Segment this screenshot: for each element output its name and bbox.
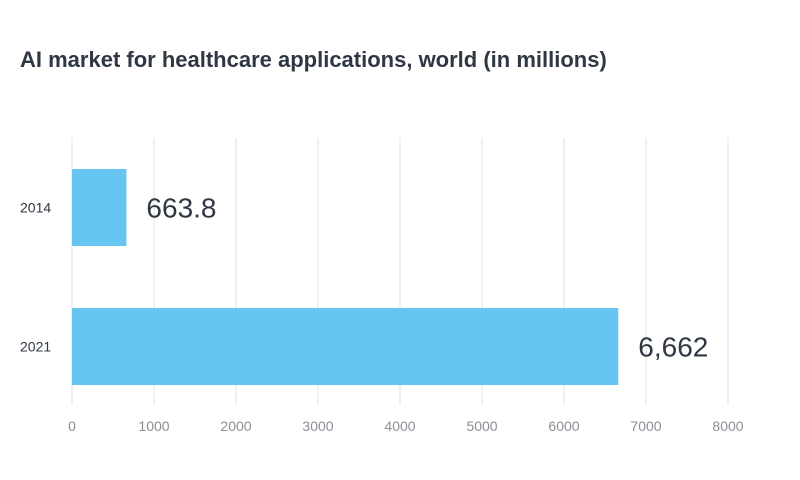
data-label-2014: 663.8 (146, 193, 216, 224)
x-tick-label: 2000 (220, 418, 251, 434)
bars (72, 169, 619, 385)
x-tick-label: 0 (68, 418, 76, 434)
category-label-2021: 2021 (20, 339, 51, 355)
x-axis-ticks: 0 1000 2000 3000 4000 5000 6000 7000 8000 (68, 418, 744, 434)
x-tick-label: 6000 (548, 418, 579, 434)
x-tick-label: 3000 (302, 418, 333, 434)
x-tick-label: 1000 (138, 418, 169, 434)
category-labels: 2014 2021 (20, 200, 51, 355)
x-tick-label: 4000 (384, 418, 415, 434)
bar-2021 (72, 308, 619, 385)
x-tick-label: 8000 (712, 418, 743, 434)
category-label-2014: 2014 (20, 200, 51, 216)
bar-2014 (72, 169, 127, 246)
data-labels: 663.8 6,662 (146, 193, 708, 363)
x-tick-label: 7000 (630, 418, 661, 434)
data-label-2021: 6,662 (638, 332, 708, 363)
chart-title: AI market for healthcare applications, w… (20, 47, 607, 72)
x-tick-label: 5000 (466, 418, 497, 434)
